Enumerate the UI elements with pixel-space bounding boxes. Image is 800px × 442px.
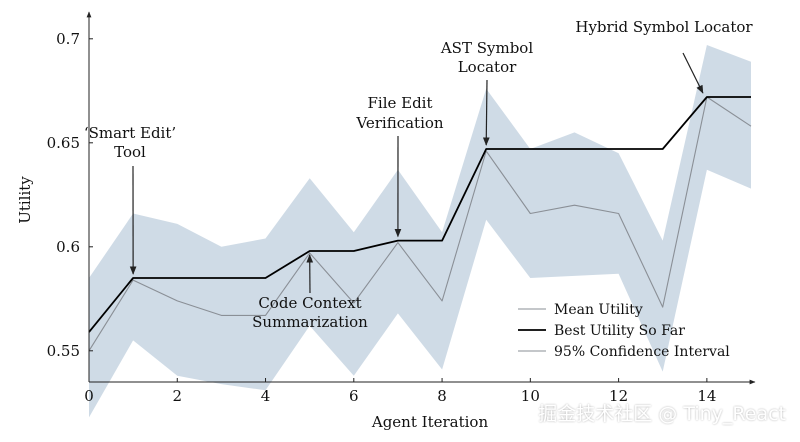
annotation-label: ‘Smart Edit’ bbox=[84, 124, 176, 142]
x-tick-label: 10 bbox=[521, 387, 540, 405]
x-axis-label: Agent Iteration bbox=[371, 413, 489, 431]
annotation-label: Code Context bbox=[258, 294, 361, 312]
best-utility-line bbox=[88, 96, 751, 333]
x-tick-label: 0 bbox=[84, 387, 94, 405]
x-tick-label: 12 bbox=[609, 387, 628, 405]
y-tick-label: 0.65 bbox=[47, 134, 80, 152]
y-axis-label: Utility bbox=[16, 176, 34, 224]
annotation-label: Summarization bbox=[252, 313, 368, 331]
x-tick-label: 6 bbox=[349, 387, 359, 405]
annotation-label: File Edit bbox=[367, 94, 432, 112]
legend-label: Mean Utility bbox=[554, 302, 643, 318]
x-tick-label: 8 bbox=[437, 387, 447, 405]
y-tick-label: 0.7 bbox=[56, 30, 80, 48]
watermark: 掘金技术社区 @ Tiny_React bbox=[538, 403, 786, 425]
annotation-label: Verification bbox=[355, 114, 444, 132]
annotation-label: Tool bbox=[114, 143, 146, 161]
legend-label: 95% Confidence Interval bbox=[554, 344, 730, 360]
x-tick-label: 2 bbox=[172, 387, 182, 405]
mean-utility-line bbox=[88, 96, 752, 352]
annotation-arrow bbox=[482, 79, 490, 146]
y-tick-label: 0.6 bbox=[56, 238, 80, 256]
y-tick-label: 0.55 bbox=[47, 342, 80, 360]
legend-label: Best Utility So Far bbox=[554, 323, 685, 339]
annotation-label: Hybrid Symbol Locator bbox=[575, 18, 753, 36]
annotation-arrow bbox=[682, 52, 704, 94]
confidence-band bbox=[89, 45, 751, 418]
annotation-label: Locator bbox=[458, 58, 517, 76]
x-tick-label: 4 bbox=[261, 387, 271, 405]
annotation-label: AST Symbol bbox=[440, 39, 533, 57]
x-tick-label: 14 bbox=[697, 387, 716, 405]
